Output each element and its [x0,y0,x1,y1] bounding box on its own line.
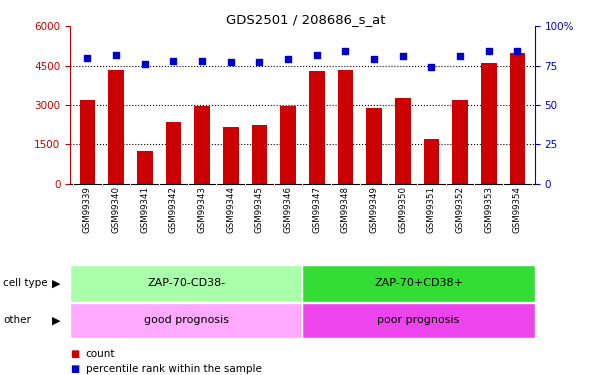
Text: ZAP-70+CD38+: ZAP-70+CD38+ [374,279,463,288]
Bar [166,122,181,184]
Text: GSM99349: GSM99349 [370,186,379,233]
Text: ■: ■ [70,350,79,359]
Bar [423,139,439,184]
Text: GSM99347: GSM99347 [312,186,321,233]
Text: GSM99354: GSM99354 [513,186,522,233]
Bar [302,303,535,338]
Bar [302,265,535,302]
Point [284,56,293,62]
Text: cell type: cell type [3,279,48,288]
Bar [79,100,95,184]
Text: GSM99342: GSM99342 [169,186,178,233]
Text: GSM99340: GSM99340 [112,186,120,233]
Bar [223,128,239,184]
Bar [252,124,268,184]
Text: GSM99353: GSM99353 [485,186,493,233]
Text: poor prognosis: poor prognosis [378,315,459,326]
Point [340,48,350,54]
Bar [108,70,124,184]
Bar [395,99,411,184]
Text: ZAP-70-CD38-: ZAP-70-CD38- [147,279,225,288]
Text: ▶: ▶ [52,279,60,288]
Point [140,61,150,67]
Text: GSM99339: GSM99339 [83,186,92,233]
Point [255,60,265,66]
Text: GSM99343: GSM99343 [197,186,207,233]
Point [312,52,321,58]
Text: good prognosis: good prognosis [144,315,229,326]
Bar [137,151,153,184]
Text: GSM99348: GSM99348 [341,186,350,233]
Point [455,53,465,59]
Point [226,60,236,66]
Point [513,48,522,54]
Bar [337,70,353,184]
Bar [510,53,525,184]
Point [111,52,121,58]
Point [369,56,379,62]
Bar [309,71,324,184]
Text: GSM99352: GSM99352 [456,186,464,233]
Text: GSM99345: GSM99345 [255,186,264,233]
Bar [70,303,302,338]
Text: other: other [3,315,31,326]
Text: GSM99346: GSM99346 [284,186,293,233]
Bar [70,265,302,302]
Text: ▶: ▶ [52,315,60,326]
Text: GSM99350: GSM99350 [398,186,408,233]
Text: count: count [86,350,115,359]
Point [426,64,436,70]
Bar [194,106,210,184]
Text: GSM99351: GSM99351 [427,186,436,233]
Text: ■: ■ [70,364,79,374]
Bar [280,106,296,184]
Bar [452,100,468,184]
Text: GSM99341: GSM99341 [141,186,149,233]
Point [197,58,207,64]
Point [484,48,494,54]
Point [169,58,178,64]
Point [82,55,92,61]
Text: percentile rank within the sample: percentile rank within the sample [86,364,262,374]
Bar [366,108,382,184]
Text: GSM99344: GSM99344 [226,186,235,233]
Text: GDS2501 / 208686_s_at: GDS2501 / 208686_s_at [225,13,386,26]
Point [398,53,408,59]
Bar [481,63,497,184]
